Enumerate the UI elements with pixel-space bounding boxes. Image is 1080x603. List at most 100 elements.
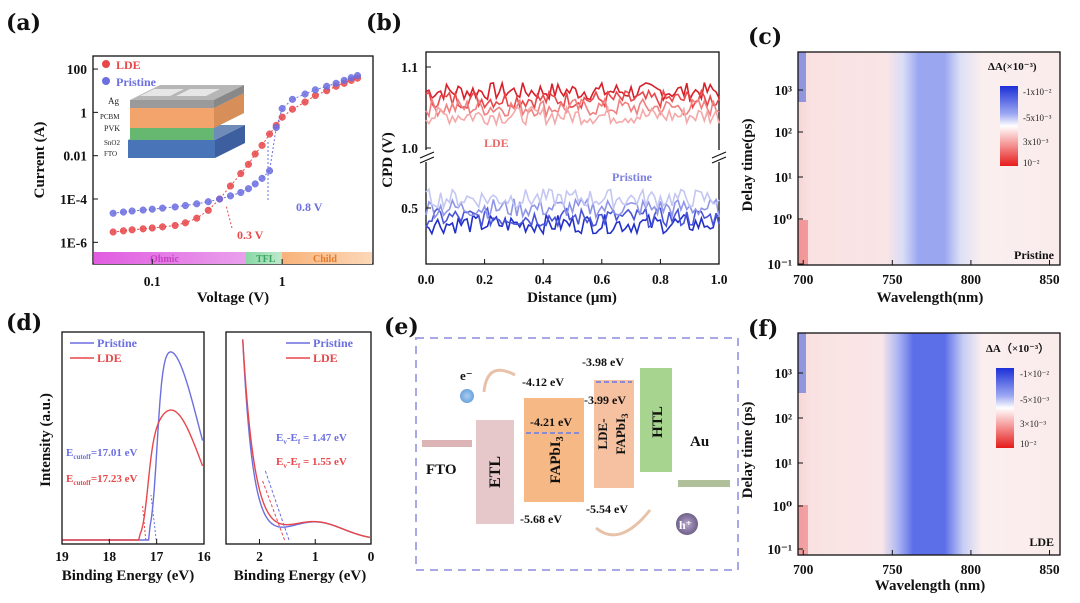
annotation-0p3v: 0.3 V (237, 228, 264, 242)
energy-fapbi3-cb: -4.12 eV (522, 375, 564, 389)
annot-evef-pristine: Ev-Ef = 1.47 eV (276, 432, 347, 446)
xtick-label: 18 (103, 549, 117, 564)
xtick-label: 800 (961, 562, 982, 577)
ytick-label: 10⁰ (773, 212, 793, 227)
panel-label-f: (f) (748, 316, 778, 342)
region-tfl-bar (246, 252, 282, 264)
panel-d-ups: Pristine LDE Pristine LDE Ecutoff=17.01 … (38, 331, 375, 584)
ytick-label: 10⁻¹ (767, 542, 792, 557)
panel-f-edge-blue (798, 333, 806, 393)
data-point-pristine (340, 76, 348, 84)
data-point-lde (251, 150, 259, 158)
data-point-pristine (216, 195, 224, 203)
panel-d-right-frame (225, 331, 372, 545)
legend-lde-left: LDE (97, 351, 122, 365)
data-point-pristine (193, 200, 201, 208)
layer-htl: HTL (650, 406, 666, 438)
panel-c-cbar-label-2: -5x10⁻³ (1023, 113, 1052, 123)
inset-layer-pcbm: PCBM (100, 113, 120, 121)
electron-label: e⁻ (460, 368, 473, 383)
data-point-pristine (158, 204, 167, 212)
ytick-label: 100 (67, 62, 88, 77)
data-point-lde (244, 160, 252, 168)
cpd-line-pristine (425, 187, 720, 211)
ytick-label: 10¹ (774, 456, 792, 471)
data-point-lde (171, 221, 179, 230)
panel-f-cbar-label-2: -5×10⁻³ (1020, 395, 1049, 405)
legend-lde-label: LDE (116, 58, 141, 72)
xtick-label: 750 (882, 272, 903, 287)
data-point-pristine (139, 206, 147, 214)
data-point-pristine (332, 79, 340, 87)
fto-level (422, 440, 472, 447)
panel-b-frame (425, 51, 720, 265)
region-child-label: Child (313, 254, 337, 265)
panel-c-ticks: 700 750 800 850 10⁻¹ 10⁰ 10¹ 10² 10³ (767, 83, 1060, 287)
data-point-lde (193, 214, 201, 222)
cpd-line-lde (425, 96, 720, 120)
cpd-line-lde (425, 88, 720, 111)
layer-etl: ETL (487, 456, 504, 488)
panel-b-ytick-1p0: 1.0 (401, 141, 418, 156)
layer-lde-fapbi3-sub: FAPbI3 (613, 413, 630, 455)
energy-fapbi3-vb: -5.68 eV (520, 512, 562, 526)
panel-b-xlabel: Distance (μm) (527, 290, 617, 306)
ytick-label: 10³ (774, 366, 792, 381)
xtick-label: 1 (279, 274, 286, 289)
panel-f-ticks: 700 750 800 850 10⁻¹ 10⁰ 10¹ 10² 10³ (767, 366, 1060, 577)
panel-f-ylabel: Delay time (ps) (740, 402, 756, 499)
ytick-label: 10² (774, 125, 792, 140)
cutoff-guide-pristine (150, 494, 157, 541)
legend-pristine-marker (102, 77, 110, 85)
panel-f-heatmap: ΔA（×10⁻³） -1×10⁻² -5×10⁻³ 3×10⁻³ 10⁻² LD… (740, 332, 1061, 594)
region-ohmic-bar (94, 252, 246, 264)
panel-d-ylabel: Intensity (a.u.) (38, 393, 54, 487)
xtick-label: 850 (1039, 272, 1060, 287)
data-point-lde (128, 226, 136, 234)
panel-f-cbar-label-1: -1×10⁻² (1020, 369, 1049, 379)
axis-break-mark-1 (419, 151, 435, 159)
data-point-pristine (311, 86, 319, 94)
panel-d-ticks: 19 18 17 16 2 1 0 (55, 539, 375, 564)
electron-icon (460, 389, 474, 403)
panel-b-xticks: 0.0 0.2 0.4 0.6 0.8 1.0 (418, 259, 728, 287)
data-point-pristine (128, 207, 136, 215)
panel-c-ylabel: Delay time(ps) (740, 119, 756, 212)
panel-e-dashed-frame (415, 337, 739, 571)
device-inset: Ag PCBM PVK SnO2 FTO (100, 85, 245, 158)
annotation-0p8v: 0.8 V (296, 200, 323, 214)
energy-lde-cb: -3.98 eV (582, 355, 624, 369)
data-point-pristine (226, 192, 235, 200)
xtick-label: 0.2 (476, 272, 493, 287)
panel-a-iv-plot: Ohmic TFL Child Ag PCBM PVK SnO2 FTO LDE (32, 55, 374, 306)
panel-b-ytick-0p5: 0.5 (401, 201, 418, 216)
panel-f-cbar-label-4: 10⁻² (1020, 439, 1037, 449)
panel-c-cbar-label-4: 10⁻² (1023, 158, 1040, 168)
annot-ecutoff-lde: Ecutoff=17.23 eV (66, 473, 137, 487)
cutoff-guide-lde (141, 504, 147, 541)
data-point-lde (158, 223, 167, 231)
panel-f-sample-label: LDE (1029, 535, 1054, 549)
data-point-pristine (323, 82, 331, 90)
ytick-label: 1E-6 (60, 235, 87, 250)
panel-f-edge-red (798, 505, 808, 555)
panel-f-cbar-label-3: 3×10⁻³ (1020, 419, 1046, 429)
data-point-pristine (237, 188, 245, 197)
layer-fapbi3: FAPbI3 (548, 436, 566, 483)
region-ohmic-label: Ohmic (150, 254, 179, 265)
data-point-lde (226, 182, 235, 190)
layer-lde-label: LDE- (595, 418, 610, 449)
layer-fapbi3-box (524, 398, 584, 502)
panel-b-lde-label: LDE (484, 136, 509, 150)
ytick-label: 10¹ (774, 170, 792, 185)
xtick-label: 17 (150, 549, 164, 564)
axis-break-mark-4 (711, 156, 727, 164)
vbm-guide-pristine (264, 469, 290, 541)
data-point-lde (139, 225, 147, 233)
panel-b-lines (425, 80, 720, 236)
panel-label-b: (b) (366, 10, 402, 36)
data-point-pristine (171, 203, 179, 211)
panel-d-left-frame (61, 331, 205, 545)
panel-c-frame (797, 51, 1061, 266)
